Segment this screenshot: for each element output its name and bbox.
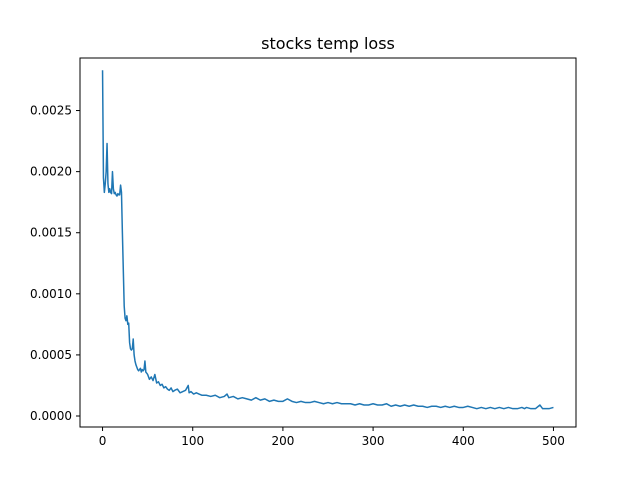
x-tick-label: 0 (99, 434, 107, 448)
x-tick-label: 200 (271, 434, 294, 448)
y-tick-label: 0.0020 (30, 165, 72, 179)
plot-area-frame (79, 57, 577, 428)
x-tick-label: 300 (362, 434, 385, 448)
series-layer (101, 70, 554, 410)
x-tick-label: 100 (181, 434, 204, 448)
series-line (101, 70, 554, 410)
chart-title: stocks temp loss (261, 34, 395, 53)
y-tick-label: 0.0005 (30, 348, 72, 362)
y-tick-label: 0.0025 (30, 104, 72, 118)
x-tick-label: 400 (452, 434, 475, 448)
x-axis: 0 100 200 300 400 500 (99, 427, 565, 448)
plot-area-background (80, 58, 576, 427)
x-tick-label: 500 (542, 434, 565, 448)
y-tick-label: 0.0010 (30, 287, 72, 301)
y-tick-label: 0.0000 (30, 409, 72, 423)
y-tick-label: 0.0015 (30, 226, 72, 240)
y-axis: 0.0000 0.0005 0.0010 0.0015 0.0020 0.0025 (30, 104, 80, 423)
